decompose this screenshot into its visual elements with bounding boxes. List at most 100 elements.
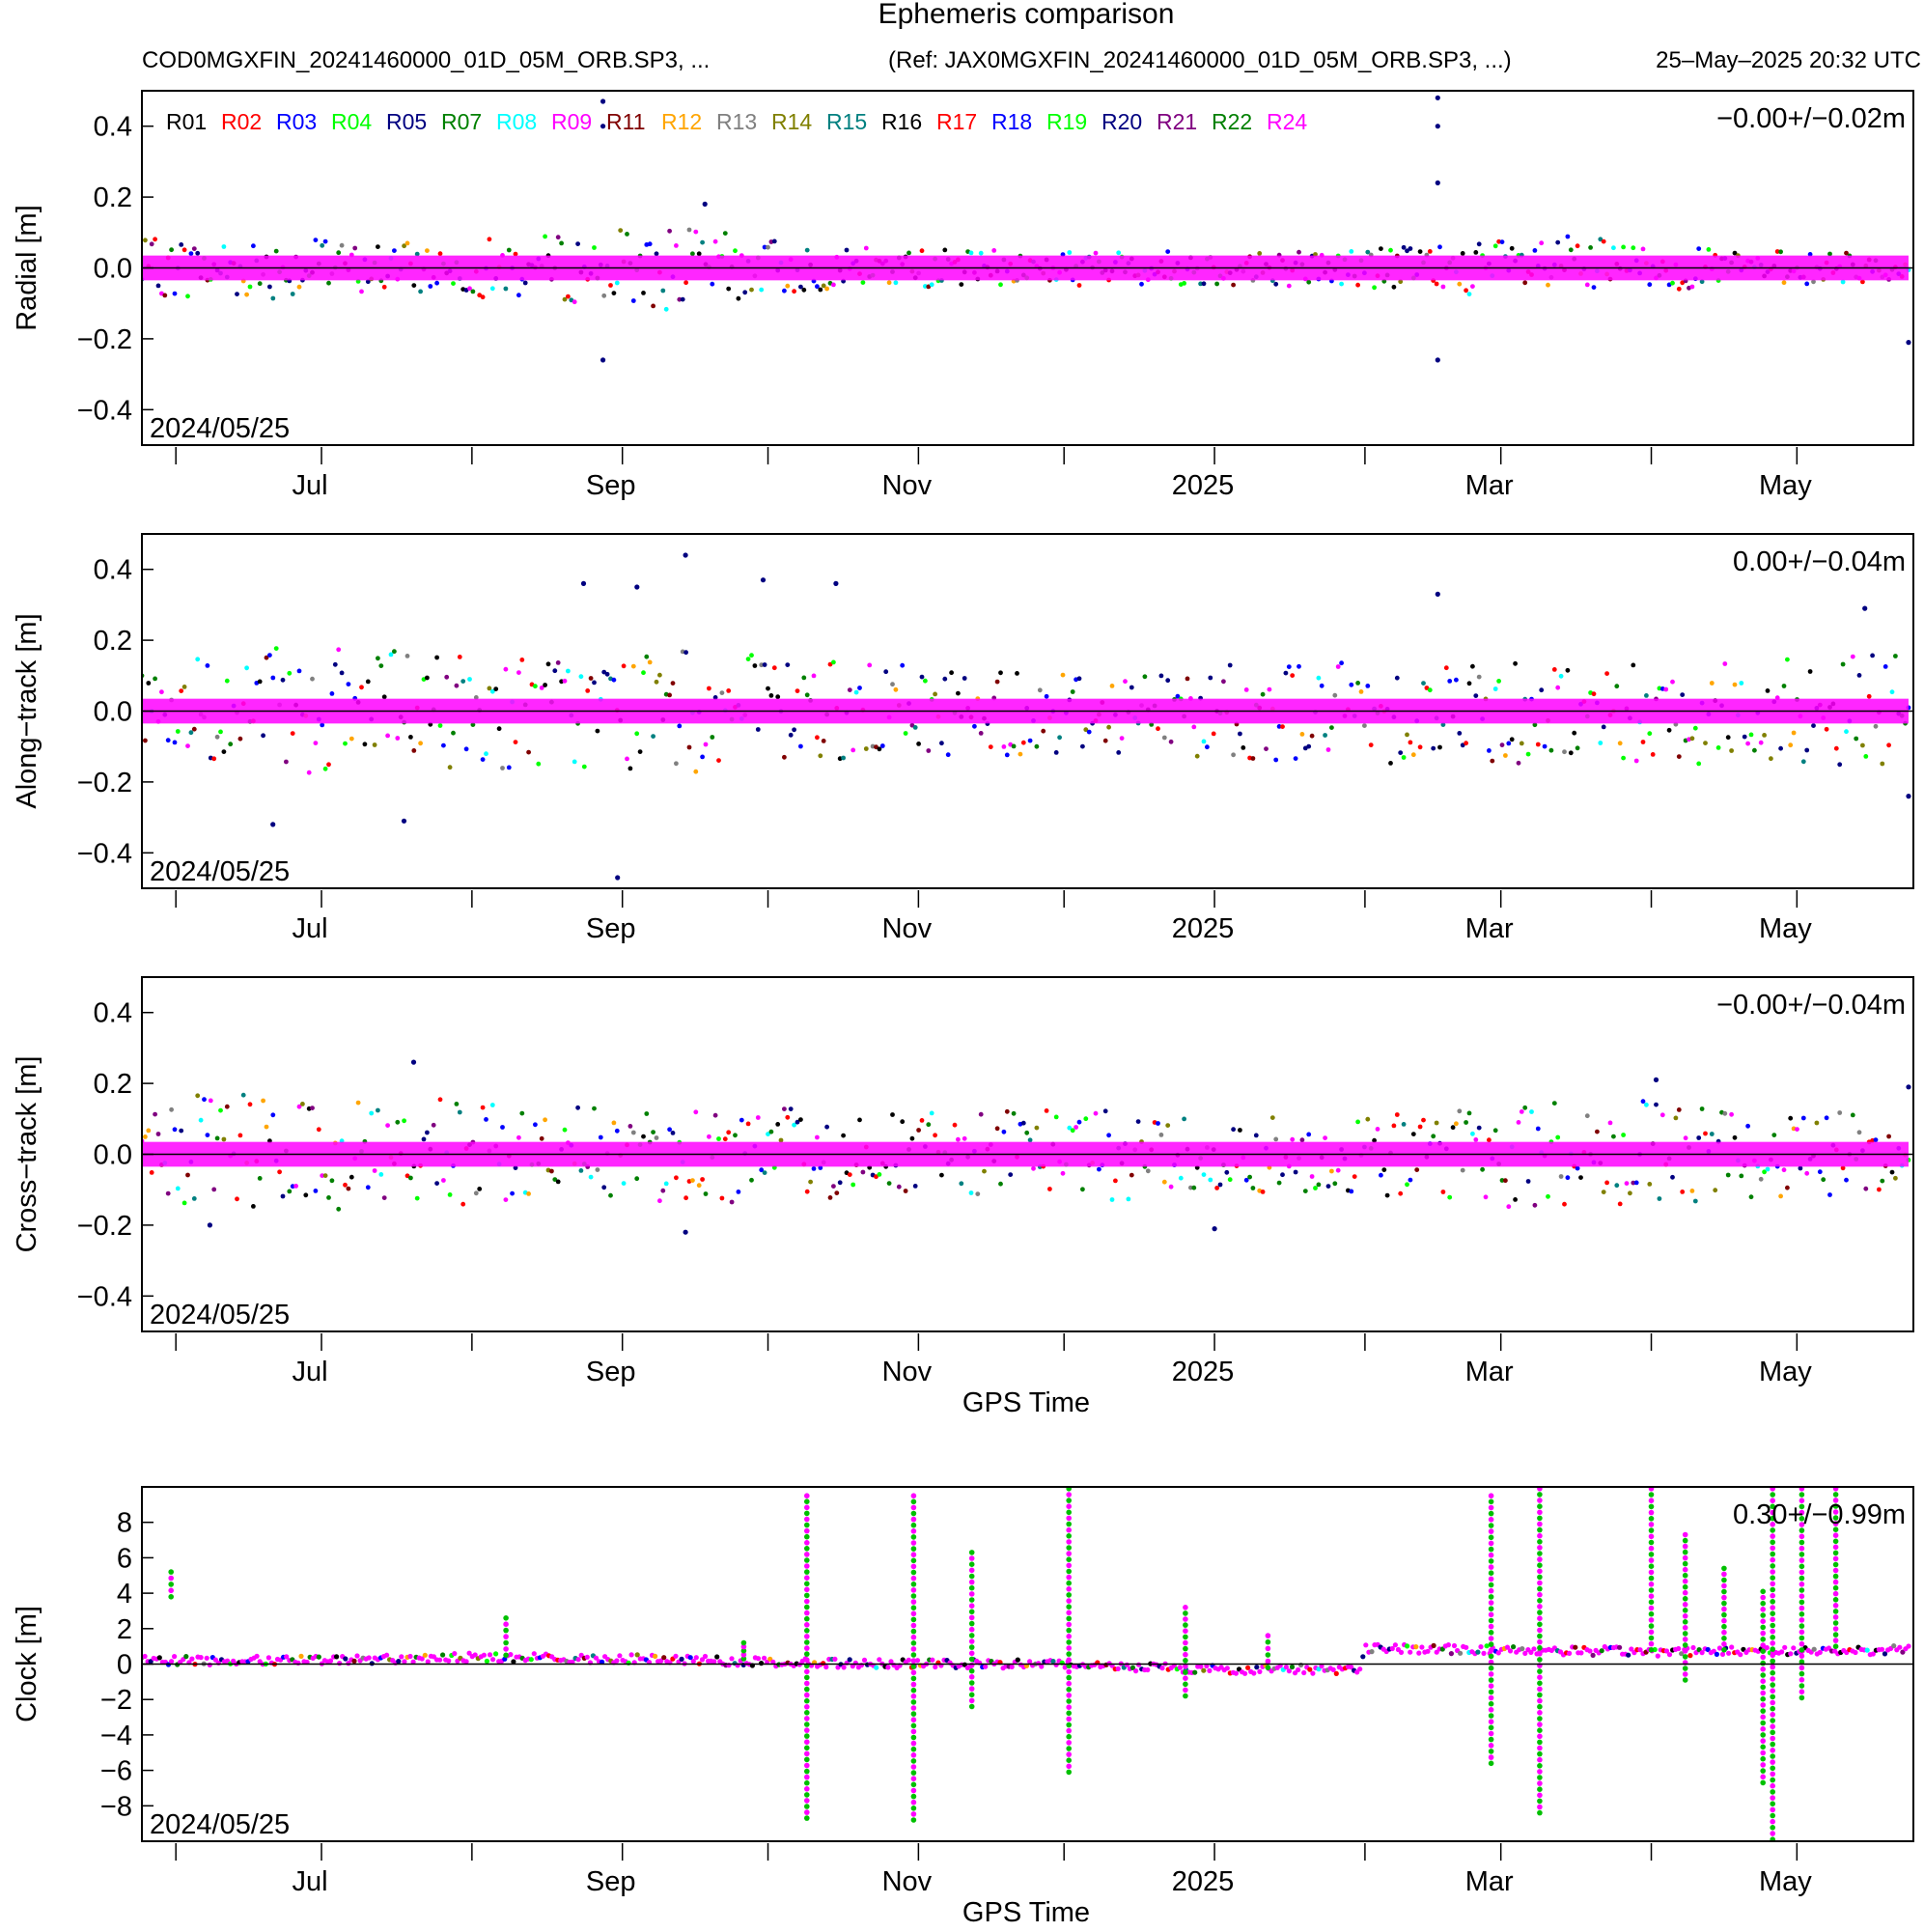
data-point: [1198, 281, 1203, 287]
data-point: [1066, 1498, 1072, 1503]
data-point: [1037, 687, 1043, 693]
data-point: [179, 242, 184, 247]
data-point: [1488, 1600, 1494, 1606]
data-point: [195, 1093, 201, 1099]
data-point: [831, 1184, 836, 1189]
data-point: [968, 1692, 975, 1698]
data-point: [1532, 1202, 1538, 1208]
data-point: [910, 1652, 917, 1658]
x-tick-label: Sep: [586, 1357, 636, 1387]
data-point: [1799, 1617, 1805, 1623]
data-point: [1732, 1134, 1738, 1140]
data-point: [804, 1540, 810, 1546]
data-point: [1286, 1668, 1292, 1674]
data-point: [906, 1657, 911, 1663]
data-point: [1183, 1681, 1188, 1688]
data-point: [270, 295, 276, 301]
data-point: [1537, 1515, 1543, 1522]
data-point: [326, 280, 331, 286]
data-point: [185, 294, 190, 299]
data-point: [221, 244, 227, 249]
data-point: [1183, 1687, 1188, 1694]
data-point: [703, 742, 709, 747]
data-point: [651, 303, 655, 309]
data-point: [726, 688, 732, 693]
data-point: [1760, 1768, 1766, 1774]
data-point: [1877, 1187, 1882, 1192]
data-point: [1323, 733, 1327, 738]
data-point: [1666, 727, 1672, 733]
data-point: [900, 662, 906, 668]
data-point: [804, 1680, 810, 1687]
data-point: [1721, 1606, 1727, 1612]
data-point: [1778, 1193, 1783, 1199]
data-point: [1488, 1587, 1494, 1594]
legend-item: R19: [1046, 109, 1087, 134]
data-point: [1721, 1636, 1727, 1641]
data-point: [1183, 1658, 1188, 1664]
data-point: [1640, 246, 1646, 252]
x-tick-label: Jul: [292, 470, 327, 501]
data-point: [339, 242, 345, 248]
y-tick-label: 0: [117, 1650, 132, 1681]
data-point: [759, 1167, 765, 1173]
data-point: [411, 748, 417, 753]
data-point: [832, 1656, 838, 1662]
data-point: [815, 735, 820, 741]
data-point: [782, 754, 787, 760]
data-point: [1799, 1539, 1805, 1546]
data-point: [287, 1189, 293, 1194]
data-point: [1742, 734, 1747, 740]
data-point: [146, 1128, 152, 1134]
data-point: [526, 749, 531, 755]
data-point: [1770, 1640, 1775, 1646]
data-point: [1537, 1532, 1543, 1539]
data-point: [352, 245, 358, 251]
data-point: [454, 1102, 460, 1106]
data-point: [641, 1134, 646, 1139]
data-point: [1250, 756, 1256, 761]
data-point: [181, 1200, 187, 1206]
data-point: [1447, 679, 1453, 684]
data-point: [804, 1581, 810, 1587]
data-point: [381, 694, 387, 700]
data-points: [142, 1059, 1911, 1235]
data-point: [1682, 1654, 1688, 1660]
data-point: [1832, 1614, 1839, 1620]
data-point: [437, 723, 443, 728]
data-point: [1799, 1527, 1805, 1533]
data-point: [910, 1664, 917, 1669]
data-point: [1301, 1669, 1307, 1676]
data-point: [1416, 1650, 1422, 1656]
data-point: [1401, 244, 1407, 250]
data-point: [251, 1204, 256, 1209]
data-point: [903, 731, 908, 736]
data-point: [804, 1768, 810, 1775]
data-point: [766, 686, 770, 691]
data-point: [968, 1697, 975, 1704]
data-point: [860, 1169, 866, 1175]
x-tick-label: Nov: [882, 1866, 933, 1897]
data-point: [1599, 1648, 1604, 1654]
data-point: [945, 752, 951, 758]
data-point: [696, 1183, 702, 1189]
data-point: [1770, 1586, 1775, 1593]
data-point: [1488, 1671, 1494, 1677]
stats-label: −0.00+/−0.04m: [1716, 990, 1906, 1021]
x-tick-label: Jul: [292, 1866, 327, 1897]
data-point: [1488, 1540, 1494, 1547]
data-point: [1427, 249, 1433, 254]
data-point: [1537, 1610, 1543, 1615]
data-point: [657, 1198, 662, 1204]
data-point: [153, 676, 158, 682]
data-point: [533, 1122, 538, 1128]
data-point: [1194, 753, 1200, 759]
data-point: [293, 1184, 298, 1189]
data-point: [1470, 1131, 1475, 1136]
data-point: [169, 1659, 175, 1665]
data-point: [1690, 1644, 1696, 1651]
data-point: [910, 1563, 917, 1570]
data-point: [910, 1516, 917, 1523]
data-point: [1265, 1633, 1271, 1638]
data-point: [1824, 726, 1829, 732]
